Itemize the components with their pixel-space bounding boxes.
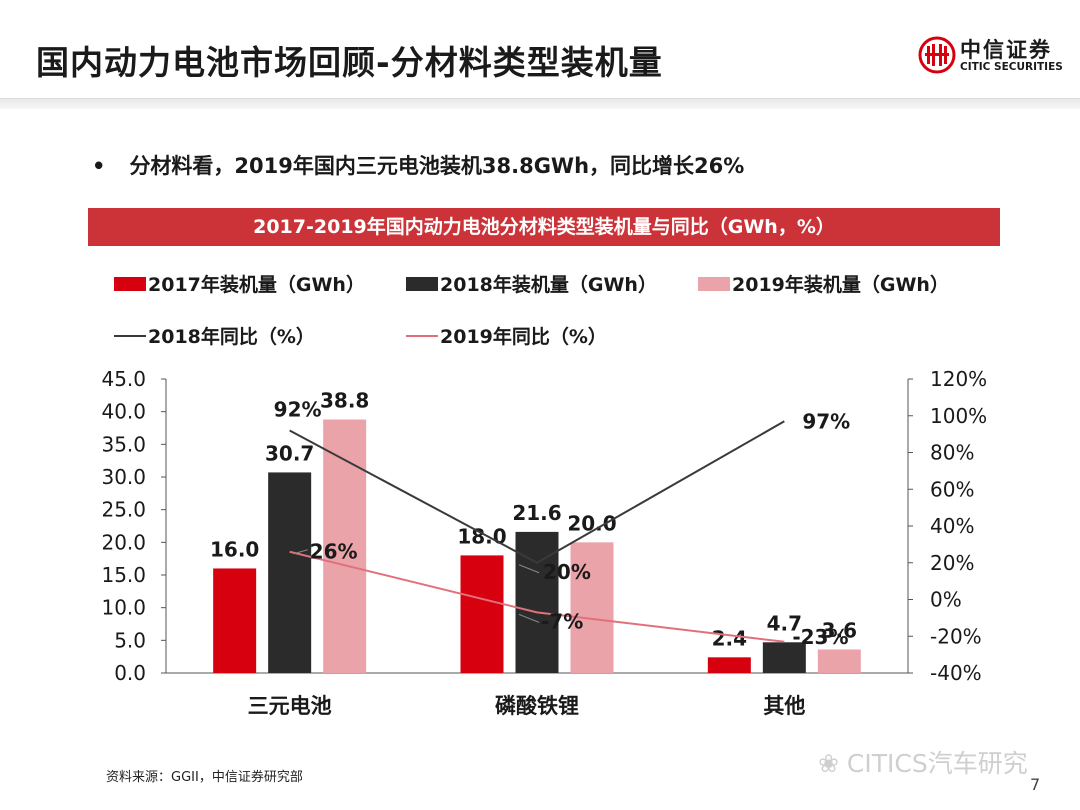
label-leader-line — [293, 549, 308, 555]
line-data-label: -7% — [541, 609, 583, 633]
y-left-tick-label: 5.0 — [114, 628, 146, 652]
wechat-icon: ❀ — [818, 749, 847, 778]
legend-item-2019: 2019年装机量（GWh） — [698, 270, 949, 297]
y-right-tick-label: -40% — [930, 661, 982, 685]
bar — [268, 472, 312, 673]
bar-data-label: 16.0 — [210, 537, 259, 561]
page-number: 7 — [1030, 775, 1041, 794]
line-data-label: 26% — [310, 540, 358, 564]
citic-logo-icon — [918, 36, 956, 74]
bar — [707, 657, 751, 673]
bullet-point: • 分材料看，2019年国内三元电池装机38.8GWh，同比增长26% — [92, 150, 744, 180]
company-logo: 中信证券 CITIC SECURITIES — [918, 34, 1063, 80]
line-data-label: 92% — [274, 397, 322, 421]
bar-data-label: 38.8 — [320, 389, 369, 413]
y-right-tick-label: -20% — [930, 624, 982, 648]
bullet-text: 分材料看，2019年国内三元电池装机38.8GWh，同比增长26% — [129, 154, 745, 178]
y-right-tick-label: 100% — [930, 404, 987, 428]
y-right-tick-label: 40% — [930, 514, 974, 538]
y-left-tick-label: 20.0 — [101, 530, 146, 554]
legend-item-2019-yoy: 2019年同比（%） — [406, 322, 607, 349]
series-line — [289, 420, 785, 564]
series-line — [289, 550, 785, 643]
legend-label-2019-yoy: 2019年同比（%） — [440, 326, 607, 348]
bar-data-label: 30.7 — [265, 441, 314, 465]
x-tick-label: 磷酸铁锂 — [495, 694, 579, 718]
y-left-tick-label: 45.0 — [101, 367, 146, 391]
label-leader-line — [518, 613, 540, 623]
header-divider — [0, 98, 1080, 109]
y-left-tick-label: 30.0 — [101, 465, 146, 489]
bar-data-label: 21.6 — [512, 501, 561, 525]
y-left-tick-label: 0.0 — [114, 661, 146, 685]
line-data-label: 97% — [802, 409, 850, 433]
legend-label-2017: 2017年装机量（GWh） — [148, 274, 365, 296]
bar-data-label: 2.4 — [712, 626, 747, 650]
slide-title: 国内动力电池市场回顾-分材料类型装机量 — [36, 43, 663, 82]
legend-label-2019: 2019年装机量（GWh） — [732, 274, 949, 296]
bullet-dot-icon: • — [92, 154, 106, 178]
bar — [323, 419, 367, 673]
y-right-tick-label: 0% — [930, 588, 962, 612]
bar-data-label: 18.0 — [457, 524, 506, 548]
y-right-tick-label: 20% — [930, 551, 974, 575]
legend-swatch-2017 — [114, 276, 146, 291]
bar — [817, 649, 861, 673]
watermark-text: CITICS汽车研究 — [846, 749, 1028, 778]
legend-swatch-2019 — [698, 276, 730, 291]
label-leader-line — [518, 564, 540, 574]
legend-item-2018: 2018年装机量（GWh） — [406, 270, 657, 297]
legend-line-2018-yoy — [114, 334, 146, 337]
chart-title: 2017-2019年国内动力电池分材料类型装机量与同比（GWh，%） — [88, 208, 1000, 246]
legend-label-2018: 2018年装机量（GWh） — [440, 274, 657, 296]
logo-name-cn: 中信证券 — [960, 38, 1052, 62]
source-note: 资料来源：GGII，中信证券研究部 — [106, 770, 303, 785]
y-left-tick-label: 10.0 — [101, 596, 146, 620]
x-tick-label: 其他 — [763, 694, 805, 718]
x-tick-label: 三元电池 — [248, 694, 332, 718]
y-left-tick-label: 35.0 — [101, 432, 146, 456]
legend-item-2017: 2017年装机量（GWh） — [114, 270, 365, 297]
line-data-label: -23% — [792, 625, 848, 649]
bar — [213, 568, 257, 673]
y-right-tick-label: 80% — [930, 441, 974, 465]
legend-swatch-2018 — [406, 276, 438, 291]
bar — [762, 642, 806, 673]
bar-data-label: 3.6 — [822, 618, 857, 642]
slide-header: 国内动力电池市场回顾-分材料类型装机量 中信证券 CITIC SECURITIE… — [0, 0, 1080, 104]
y-right-tick-label: 120% — [930, 367, 987, 391]
y-left-tick-label: 25.0 — [101, 498, 146, 522]
bar — [460, 555, 504, 673]
y-left-tick-label: 40.0 — [101, 400, 146, 424]
line-data-label: 20% — [543, 560, 591, 584]
y-right-tick-label: 60% — [930, 477, 974, 501]
logo-name-en: CITIC SECURITIES — [960, 61, 1063, 73]
legend-line-2019-yoy — [406, 334, 438, 337]
watermark: ❀ CITICS汽车研究 — [818, 744, 1028, 780]
legend-item-2018-yoy: 2018年同比（%） — [114, 322, 315, 349]
y-left-tick-label: 15.0 — [101, 563, 146, 587]
bar-data-label: 4.7 — [767, 611, 802, 635]
legend-label-2018-yoy: 2018年同比（%） — [148, 326, 315, 348]
bar — [570, 542, 614, 673]
